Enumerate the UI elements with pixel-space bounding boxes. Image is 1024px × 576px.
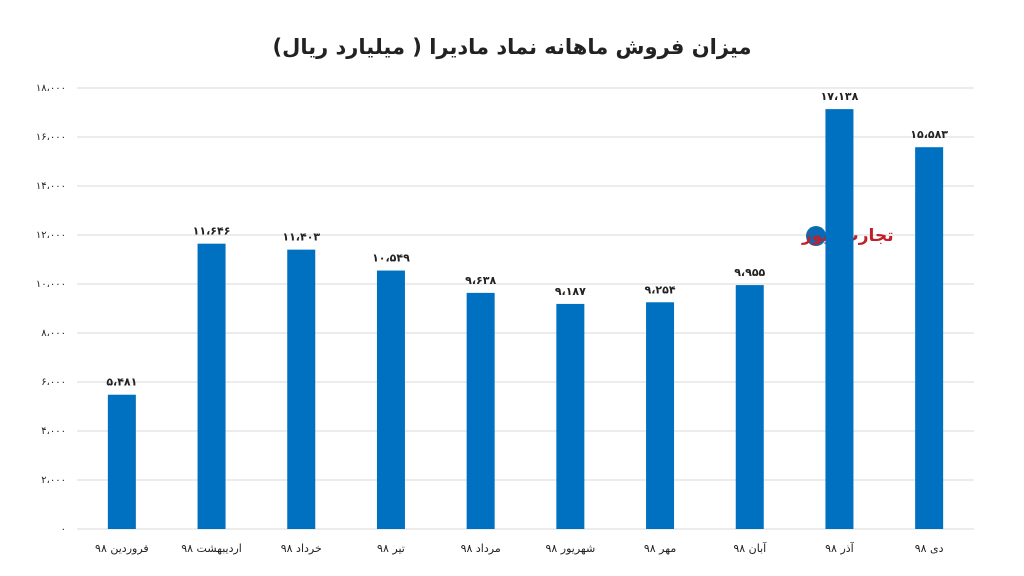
y-tick-label: ۰ xyxy=(61,524,66,535)
y-tick-label: ۶،۰۰۰ xyxy=(41,377,66,388)
value-label: ۹،۶۳۸ xyxy=(465,274,496,287)
x-tick-label: مهر ۹۸ xyxy=(644,542,676,555)
value-label: ۱۷،۱۳۸ xyxy=(821,90,859,103)
y-tick-label: ۱۲،۰۰۰ xyxy=(36,230,66,241)
y-tick-label: ۸،۰۰۰ xyxy=(41,328,66,339)
bar xyxy=(287,249,316,529)
value-label: ۱۱،۴۰۳ xyxy=(282,231,320,244)
value-label: ۹،۹۵۵ xyxy=(734,266,765,279)
bar xyxy=(197,243,226,529)
value-label: ۱۰،۵۴۹ xyxy=(372,252,410,265)
x-tick-label: دی ۹۸ xyxy=(915,542,944,555)
value-label: ۹،۲۵۴ xyxy=(645,283,676,296)
x-tick-label: آذر ۹۸ xyxy=(825,541,855,555)
bar xyxy=(646,302,675,529)
x-tick-label: تیر ۹۸ xyxy=(377,542,405,555)
y-tick-label: ۱۸،۰۰۰ xyxy=(36,83,66,94)
bar xyxy=(556,303,585,529)
x-tick-label: شهریور ۹۸ xyxy=(545,542,595,555)
chart-title: میزان فروش ماهانه نماد مادیرا ( میلیارد … xyxy=(273,35,752,59)
bar xyxy=(735,285,764,529)
x-tick-label: مرداد ۹۸ xyxy=(461,542,501,555)
value-label: ۹،۱۸۷ xyxy=(555,285,586,298)
value-label: ۱۱،۶۴۶ xyxy=(193,225,231,238)
y-tick-label: ۱۰،۰۰۰ xyxy=(36,279,66,290)
y-tick-label: ۲،۰۰۰ xyxy=(41,475,66,486)
bar xyxy=(825,109,854,529)
logo-icon xyxy=(806,226,826,246)
x-tick-label: خرداد ۹۸ xyxy=(281,542,322,555)
y-tick-label: ۱۶،۰۰۰ xyxy=(36,132,66,143)
y-tick-label: ۴،۰۰۰ xyxy=(41,426,66,437)
y-tick-label: ۱۴،۰۰۰ xyxy=(36,181,66,192)
x-tick-label: فروردین ۹۸ xyxy=(95,542,149,555)
bar xyxy=(376,270,405,529)
bar xyxy=(466,292,495,529)
value-label: ۱۵،۵۸۳ xyxy=(910,128,948,141)
bar xyxy=(915,147,944,530)
bar xyxy=(107,394,136,529)
x-tick-label: آبان ۹۸ xyxy=(733,541,767,555)
value-label: ۵،۴۸۱ xyxy=(106,376,137,389)
x-tick-label: اردیبهشت ۹۸ xyxy=(181,542,242,555)
